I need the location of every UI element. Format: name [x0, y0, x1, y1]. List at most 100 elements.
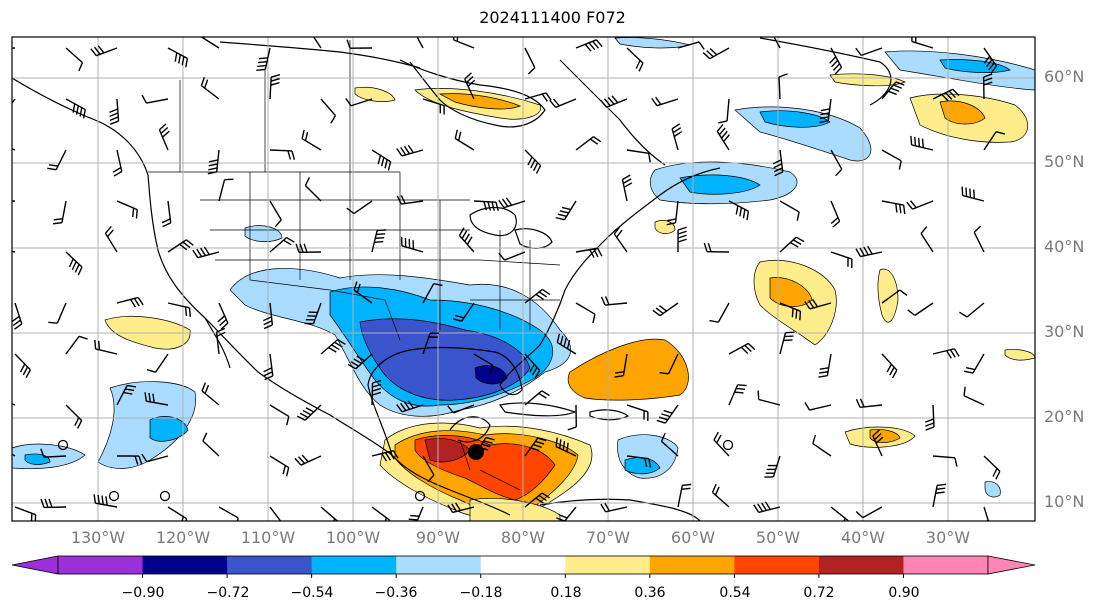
map-area — [12, 37, 1035, 521]
wind-barb — [215, 327, 226, 355]
wind-barb — [201, 382, 220, 406]
gulf-coastline — [367, 289, 566, 456]
wind-barb — [524, 437, 547, 457]
wind-barb — [881, 353, 898, 379]
wind-barb — [524, 288, 551, 304]
wind-barb — [202, 432, 220, 457]
colorbar-bin — [142, 556, 228, 574]
wind-barb — [549, 98, 577, 108]
wind-barb — [881, 149, 902, 170]
wind-barb — [773, 37, 781, 49]
wind-barb — [830, 149, 843, 177]
wind-barb — [881, 81, 905, 100]
wind-barb — [218, 178, 234, 202]
wind-barb — [320, 506, 339, 521]
wind-barb — [524, 92, 552, 102]
wind-barb — [711, 483, 730, 508]
wind-barb — [141, 453, 169, 463]
wind-barb — [65, 251, 83, 276]
wind-barb — [200, 77, 220, 100]
wind-barb — [458, 227, 475, 253]
wind-barb — [400, 236, 424, 253]
wind-barb — [269, 74, 281, 100]
hudson-bay — [399, 59, 546, 128]
wind-barb — [779, 302, 802, 321]
wind-barb — [269, 455, 290, 477]
wind-barb — [983, 130, 1006, 151]
colorbar-bin — [818, 556, 904, 574]
wind-barb — [728, 384, 747, 406]
wind-barb — [371, 506, 391, 521]
wind-barb — [294, 454, 322, 466]
lon-label-120w: 120°W — [155, 528, 211, 547]
wind-barb — [207, 149, 220, 175]
wind-barb — [772, 149, 784, 177]
negative-anomaly-core — [474, 365, 508, 385]
wind-barb — [464, 72, 476, 100]
wind-barb — [12, 98, 16, 105]
wind-barb — [555, 200, 577, 221]
wind-barb — [910, 135, 934, 151]
wind-barb — [812, 434, 832, 457]
arctic-islands — [219, 41, 421, 69]
wind-barb — [983, 455, 1001, 480]
greenland-coast — [759, 37, 892, 106]
lon-label-70w: 70°W — [585, 528, 631, 547]
wind-barb — [626, 47, 644, 72]
wind-barb — [269, 200, 282, 228]
wind-barb — [575, 247, 603, 258]
wind-barb — [112, 149, 123, 177]
colorbar-bin — [227, 556, 313, 574]
colorbar — [11, 555, 1036, 578]
colorbar-bin — [480, 556, 566, 574]
atlantic-positive-anomaly — [567, 338, 689, 401]
wind-barb — [167, 47, 189, 68]
wind-barb — [473, 200, 499, 212]
map-title: 2024111400 F072 — [479, 8, 626, 27]
gridlines — [12, 37, 1035, 521]
wind-barb — [567, 404, 577, 431]
colorbar-tick-label: −0.18 — [459, 585, 503, 601]
wind-barb — [116, 455, 143, 465]
wind-barb — [626, 455, 652, 468]
wind-barb — [600, 95, 628, 108]
wind-barb — [524, 353, 541, 379]
wind-barb — [855, 506, 883, 519]
pacific-negative-anomaly — [97, 381, 196, 469]
pacific-coastline — [12, 77, 511, 516]
wind-barb — [728, 200, 750, 221]
wind-barb — [304, 302, 322, 325]
lat-label-20n: 20°N — [1044, 407, 1085, 426]
wind-barb — [296, 404, 322, 421]
wind-barb — [218, 506, 239, 521]
wind-barb — [804, 298, 832, 310]
lon-label-100w: 100°W — [325, 528, 381, 547]
wind-barb — [651, 96, 679, 107]
wind-barb — [422, 283, 443, 304]
wind-barb — [677, 483, 692, 508]
wind-barb — [779, 200, 800, 221]
colorbar-bins — [57, 555, 989, 575]
wind-barb — [146, 353, 169, 373]
lat-label-40n: 40°N — [1044, 237, 1085, 256]
wind-barb — [524, 390, 550, 406]
colorbar-tick-label: −0.36 — [374, 585, 418, 601]
wind-barb — [959, 302, 985, 318]
lon-label-90w: 90°W — [415, 528, 461, 547]
wind-barb — [347, 353, 373, 370]
colorbar-tick-label: 0.54 — [719, 585, 751, 601]
great-lakes — [469, 206, 517, 237]
lon-label-130w: 130°W — [70, 528, 126, 547]
wind-barb — [422, 332, 440, 355]
wind-barb — [575, 39, 603, 52]
colorbar-overflow — [987, 555, 1036, 575]
wind-barb — [764, 455, 781, 478]
wind-barb — [371, 379, 382, 406]
wind-barb — [983, 506, 990, 521]
wind-barb — [819, 98, 832, 124]
south-america — [539, 498, 701, 521]
wind-barb — [753, 501, 781, 514]
wind-barb — [161, 200, 172, 228]
lon-label-50w: 50°W — [755, 528, 801, 547]
wind-barb — [217, 302, 229, 330]
